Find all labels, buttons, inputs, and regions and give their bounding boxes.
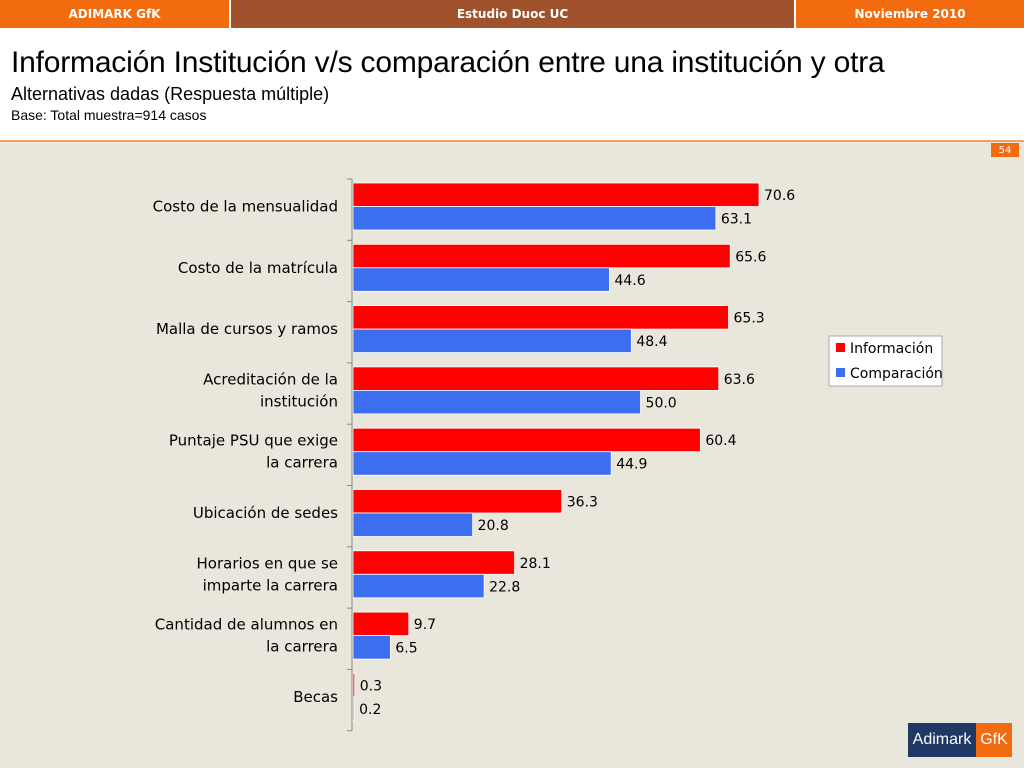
date-label: Noviembre 2010 <box>796 0 1024 28</box>
bar-comparacion <box>352 512 474 537</box>
bar-comparacion <box>352 389 641 415</box>
data-label: 36.3 <box>567 495 598 511</box>
page-subtitle: Alternativas dadas (Respuesta múltiple) <box>11 84 330 104</box>
adimark-logo: Adimark GfK <box>908 723 1012 757</box>
logo-brand: Adimark <box>908 723 976 757</box>
bar-informacion <box>352 673 356 698</box>
data-label: 44.6 <box>614 273 645 289</box>
data-label: 65.3 <box>734 311 765 327</box>
legend-swatch-informacion <box>836 343 845 352</box>
bar-informacion <box>352 243 731 269</box>
top-bar: ADIMARK GfK Estudio Duoc UC Noviembre 20… <box>0 0 1024 28</box>
data-label: 9.7 <box>414 617 436 633</box>
bar-informacion <box>352 305 729 330</box>
data-label: 63.1 <box>721 212 752 228</box>
page-number: 54 <box>991 143 1019 157</box>
bar-comparacion <box>352 451 612 476</box>
bar-informacion <box>352 366 720 391</box>
category-label: Costo de la matrícula <box>178 259 338 277</box>
data-label: 65.6 <box>735 249 766 265</box>
study-label: Estudio Duoc UC <box>231 0 796 28</box>
category-label: Cantidad de alumnos en la carrera <box>155 616 338 656</box>
bar-comparacion <box>352 328 632 354</box>
legend-swatch-comparacion <box>836 368 845 377</box>
data-label: 48.4 <box>636 334 667 350</box>
page-title: Información Institución v/s comparación … <box>11 46 885 79</box>
category-label: Malla de cursos y ramos <box>156 320 338 338</box>
bar-comparacion <box>352 267 610 292</box>
category-label: Horarios en que se imparte la carrera <box>197 554 338 594</box>
bar-comparacion <box>352 696 355 721</box>
data-label: 0.3 <box>360 678 382 694</box>
bar-informacion <box>352 182 760 207</box>
data-label: 60.4 <box>705 433 736 449</box>
category-label: Costo de la mensualidad <box>153 198 338 216</box>
legend-label: Comparación <box>850 366 943 382</box>
data-label: 22.8 <box>489 579 520 595</box>
data-label: 70.6 <box>764 188 795 204</box>
legend-box <box>828 335 943 387</box>
data-label: 44.9 <box>616 457 647 473</box>
bar-informacion <box>352 427 701 453</box>
sample-base: Base: Total muestra=914 casos <box>11 107 207 123</box>
bar-informacion <box>352 611 410 636</box>
data-label: 6.5 <box>395 641 417 657</box>
bar-comparacion <box>352 573 485 599</box>
bar-informacion <box>352 489 563 514</box>
bar-comparacion <box>352 635 391 660</box>
data-label: 28.1 <box>520 556 551 572</box>
legend-label: Información <box>850 341 933 357</box>
category-label: Ubicación de sedes <box>193 504 338 522</box>
logo-suffix: GfK <box>976 723 1012 757</box>
company-label: ADIMARK GfK <box>0 0 231 28</box>
bar-comparacion <box>352 206 717 231</box>
category-label: Becas <box>293 688 338 706</box>
data-label: 50.0 <box>646 395 677 411</box>
data-label: 63.6 <box>724 372 755 388</box>
slide-header: Información Institución v/s comparación … <box>0 28 1024 142</box>
data-label: 0.2 <box>359 702 381 718</box>
data-label: 20.8 <box>478 518 509 534</box>
category-label: Acreditación de la institución <box>203 370 338 410</box>
category-label: Puntaje PSU que exige la carrera <box>169 432 338 472</box>
bar-informacion <box>352 550 515 575</box>
